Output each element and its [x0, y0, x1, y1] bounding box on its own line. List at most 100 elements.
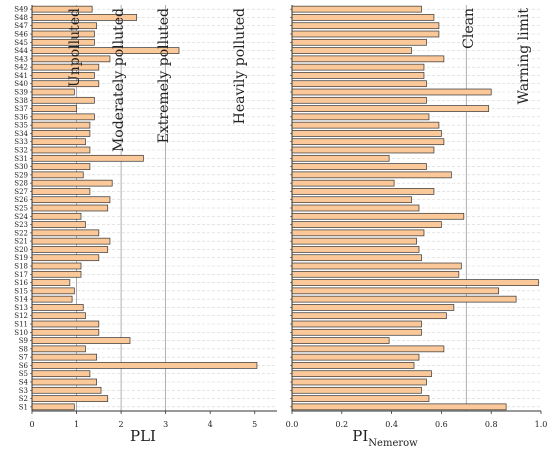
bar: [31, 320, 100, 328]
bar: [291, 188, 435, 195]
bar: [291, 146, 435, 154]
bar: [31, 80, 100, 88]
category-label: S24: [14, 213, 28, 221]
bar: [31, 38, 95, 46]
category-label: S22: [14, 229, 28, 237]
bar: [291, 353, 420, 361]
category-label: S23: [14, 221, 28, 229]
x-tick-label: 0.8: [485, 420, 498, 429]
category-label: S20: [14, 246, 28, 254]
category-label: S10: [14, 329, 28, 337]
category-label: S15: [14, 287, 28, 295]
bar: [291, 154, 390, 162]
bar: [31, 22, 97, 30]
bar: [31, 72, 95, 79]
bar: [291, 22, 440, 30]
bar: [291, 246, 420, 253]
category-label: S11: [14, 321, 28, 329]
bar: [31, 353, 97, 361]
bar: [291, 30, 440, 38]
bar: [291, 328, 422, 336]
category-label: S17: [14, 271, 28, 279]
category-label: S7: [19, 354, 28, 362]
category-label: S12: [14, 312, 28, 320]
bar: [31, 403, 75, 411]
bar: [31, 328, 100, 336]
bar: [31, 262, 82, 270]
category-label: S49: [14, 6, 28, 14]
zone-label: Unpolluted: [67, 8, 83, 87]
nemerow-chart: 0.0 0.2 0.4 0.6 0.8 1.0 Clean Warning limit PINe…: [286, 5, 548, 449]
x-tick-label: 0.0: [286, 420, 299, 429]
bar: [291, 395, 430, 402]
x-tick-label: 0.2: [335, 420, 348, 429]
category-label: S9: [19, 337, 28, 345]
bar: [31, 171, 84, 179]
bar: [31, 362, 258, 369]
x-tick-label: 1.0: [535, 420, 548, 429]
category-label: S46: [14, 31, 28, 39]
category-label: S30: [14, 163, 28, 171]
bar: [31, 287, 75, 295]
bar: [291, 55, 445, 63]
x-tick-label: 3: [163, 420, 168, 429]
bar: [31, 30, 95, 38]
category-label: S21: [14, 238, 28, 246]
bar: [291, 386, 422, 394]
bar: [31, 304, 84, 311]
zone-label: Extremely polluted: [156, 8, 172, 143]
bar: [31, 345, 86, 353]
pli-chart: 0 1 2 3 4 5S1S2S3S4S5S6S7S8S9S10S11S12S13S14S…: [14, 5, 277, 445]
bar: [31, 130, 91, 137]
x-axis-label: PLI: [130, 427, 156, 445]
bar: [291, 254, 422, 262]
category-label: S35: [14, 122, 28, 130]
x-tick-label: 5: [252, 420, 257, 429]
x-tick-label: 0.4: [385, 420, 398, 429]
x-axis-label: PINemerow: [352, 427, 418, 449]
category-label: S26: [14, 196, 28, 204]
x-tick-label: 1: [74, 420, 79, 429]
category-label: S44: [14, 47, 28, 55]
category-label: S14: [14, 296, 28, 304]
bar: [291, 88, 492, 96]
bar: [291, 212, 465, 220]
x-axis-label-subscript: Nemerow: [368, 438, 418, 449]
bar: [31, 146, 91, 154]
bar: [31, 312, 86, 320]
bar: [291, 345, 445, 353]
bar: [291, 38, 427, 46]
bar: [31, 204, 109, 212]
bar: [291, 295, 517, 303]
bar: [291, 337, 390, 344]
bar: [31, 179, 113, 187]
bar: [291, 5, 422, 13]
bar: [291, 113, 430, 121]
bar: [291, 378, 427, 386]
bar: [291, 80, 427, 88]
bar: [291, 72, 425, 79]
bar: [31, 113, 95, 121]
category-label: S48: [14, 14, 28, 22]
bar: [31, 279, 71, 286]
bar: [31, 188, 91, 195]
category-label: S27: [14, 188, 28, 196]
bar: [31, 121, 91, 129]
category-label: S29: [14, 171, 28, 179]
bar: [291, 14, 435, 21]
bar: [291, 47, 412, 54]
bar: [291, 204, 420, 212]
category-label: S1: [19, 403, 28, 411]
bar: [31, 378, 97, 386]
bar: [31, 63, 100, 71]
bar: [31, 270, 82, 278]
bar: [31, 212, 82, 220]
bar: [31, 163, 91, 170]
category-label: S18: [14, 263, 28, 271]
bar: [31, 154, 144, 162]
zone-label: Moderately polluted: [111, 8, 127, 152]
bar: [291, 287, 500, 295]
bar: [291, 63, 425, 71]
zone-label: Warning limit: [516, 8, 532, 105]
